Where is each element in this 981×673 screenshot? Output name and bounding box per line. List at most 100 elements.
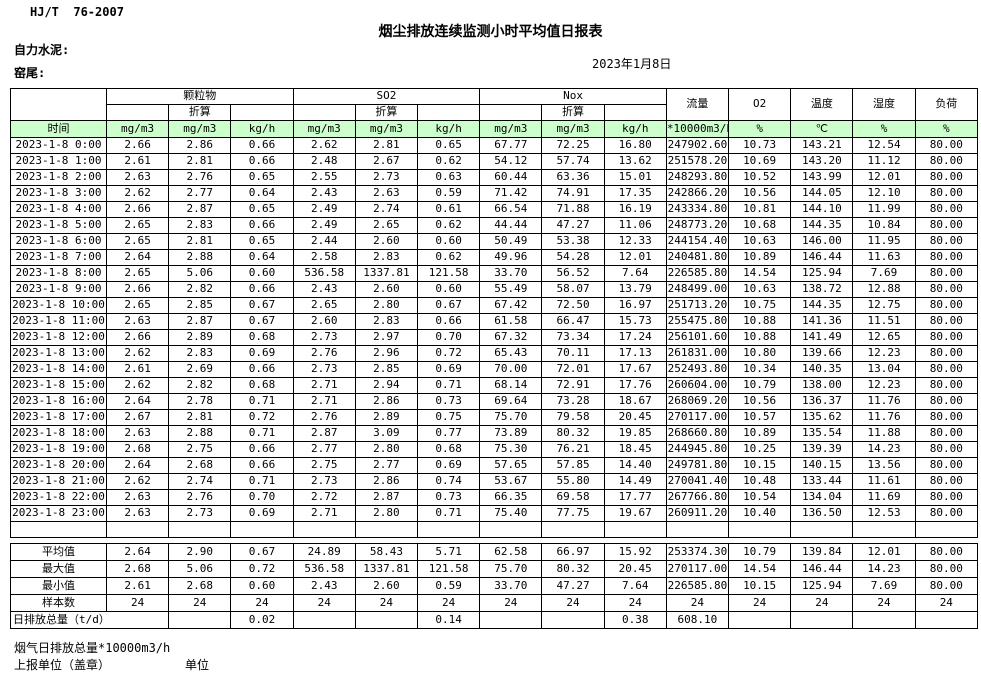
data-cell: 80.00: [914, 361, 979, 378]
empty-cell: [292, 521, 356, 538]
daily-total-value-cell: [728, 611, 792, 629]
data-cell: 2.83: [168, 217, 232, 234]
data-cell: 2.66: [105, 329, 170, 346]
table-row: 2023-1-8 11:00 2.63 2.87 0.67 2.60 2.83 0.66 61…: [10, 313, 979, 330]
data-cell: 10.73: [728, 137, 792, 154]
data-cell: 2.89: [168, 329, 232, 346]
data-cell: 11.99: [852, 201, 916, 218]
data-cell: 0.65: [230, 233, 294, 250]
data-cell: 11.51: [852, 313, 916, 330]
data-cell: 260604.00: [665, 377, 730, 394]
data-cell: 73.34: [541, 329, 605, 346]
summary-value-cell: 0.59: [417, 577, 481, 595]
empty-cell: [417, 521, 481, 538]
data-cell: 2.80: [354, 441, 419, 458]
data-cell: 10.63: [728, 281, 792, 298]
data-cell: 0.72: [417, 345, 481, 362]
data-cell: 0.69: [417, 361, 481, 378]
data-cell: 143.21: [790, 137, 854, 154]
data-cell: 2.71: [292, 393, 356, 410]
daily-total-value-cell: 608.10: [665, 611, 730, 629]
summary-value-cell: 15.92: [603, 543, 667, 561]
data-cell: 0.66: [230, 281, 294, 298]
data-cell: 2.77: [168, 185, 232, 202]
data-cell: 80.00: [914, 217, 979, 234]
data-cell: 0.66: [230, 217, 294, 234]
summary-value-cell: 80.00: [914, 577, 979, 595]
data-cell: 2.96: [354, 345, 419, 362]
summary-value-cell: 270117.00: [665, 560, 730, 578]
data-cell: 73.89: [479, 425, 543, 442]
data-cell: 2.63: [105, 505, 170, 522]
data-cell: 0.71: [417, 505, 481, 522]
converted-subheader: 折算: [354, 104, 419, 121]
subheader-empty-cell: [292, 104, 356, 121]
data-cell: 2.60: [292, 313, 356, 330]
data-cell: 80.00: [914, 153, 979, 170]
data-cell: 134.04: [790, 489, 854, 506]
data-cell: 11.06: [603, 217, 667, 234]
data-cell: 2.61: [105, 361, 170, 378]
data-cell: 2.43: [292, 185, 356, 202]
summary-value-cell: 24: [852, 594, 916, 612]
summary-value-cell: 24: [665, 594, 730, 612]
summary-value-cell: 80.00: [914, 560, 979, 578]
data-cell: 141.49: [790, 329, 854, 346]
data-cell: 10.88: [728, 313, 792, 330]
data-cell: 2.74: [354, 201, 419, 218]
data-cell: 260911.20: [665, 505, 730, 522]
data-cell: 2.76: [292, 345, 356, 362]
data-cell: 2.75: [292, 457, 356, 474]
data-cell: 0.60: [417, 281, 481, 298]
time-cell: 2023-1-8 14:00: [10, 361, 107, 378]
data-cell: 20.45: [603, 409, 667, 426]
time-cell: 2023-1-8 19:00: [10, 441, 107, 458]
single-column-header: 温度: [790, 88, 854, 121]
time-cell: 2023-1-8 0:00: [10, 137, 107, 154]
summary-value-cell: 0.72: [230, 560, 294, 578]
data-cell: 12.65: [852, 329, 916, 346]
unit-header-cell: mg/m3: [292, 120, 356, 138]
single-column-header: 负荷: [914, 88, 979, 121]
data-cell: 248293.80: [665, 169, 730, 186]
data-cell: 80.00: [914, 169, 979, 186]
time-cell: 2023-1-8 15:00: [10, 377, 107, 394]
data-cell: 0.67: [417, 297, 481, 314]
table-row: 2023-1-8 13:00 2.62 2.83 0.69 2.76 2.96 0.72 65…: [10, 345, 979, 362]
data-cell: 2.66: [105, 201, 170, 218]
summary-value-cell: 7.69: [852, 577, 916, 595]
data-cell: 2.48: [292, 153, 356, 170]
data-cell: 138.00: [790, 377, 854, 394]
data-cell: 80.00: [914, 457, 979, 474]
data-cell: 76.21: [541, 441, 605, 458]
data-cell: 7.69: [852, 265, 916, 282]
data-cell: 2.58: [292, 249, 356, 266]
summary-value-cell: 536.58: [292, 560, 356, 578]
data-cell: 2.85: [168, 297, 232, 314]
data-cell: 249781.80: [665, 457, 730, 474]
unit-header-cell: kg/h: [417, 120, 481, 138]
summary-value-cell: 2.43: [292, 577, 356, 595]
data-cell: 47.27: [541, 217, 605, 234]
data-cell: 251713.20: [665, 297, 730, 314]
empty-row: [10, 521, 979, 538]
data-cell: 50.49: [479, 233, 543, 250]
summary-value-cell: 24: [230, 594, 294, 612]
data-cell: 2.87: [168, 201, 232, 218]
data-cell: 2.62: [105, 185, 170, 202]
unit-header-row: 时间 mg/m3 mg/m3 kg/h mg/m3 mg/m3 kg/h mg/m3 mg/m3…: [10, 120, 979, 138]
data-cell: 226585.80: [665, 265, 730, 282]
data-cell: 2.77: [354, 457, 419, 474]
data-cell: 536.58: [292, 265, 356, 282]
single-column-header: 流量: [665, 88, 730, 121]
data-cell: 2.86: [354, 393, 419, 410]
table-row: 2023-1-8 9:00 2.66 2.82 0.66 2.43 2.60 0.60 55.…: [10, 281, 979, 298]
data-cell: 2.80: [354, 505, 419, 522]
data-cell: 0.70: [417, 329, 481, 346]
data-cell: 2.81: [168, 409, 232, 426]
table-row: 2023-1-8 6:00 2.65 2.81 0.65 2.44 2.60 0.60 50.…: [10, 233, 979, 250]
daily-total-value-cell: [292, 611, 356, 629]
summary-value-cell: 12.01: [852, 543, 916, 561]
data-cell: 2.88: [168, 425, 232, 442]
subheader-empty-cell: [417, 104, 481, 121]
